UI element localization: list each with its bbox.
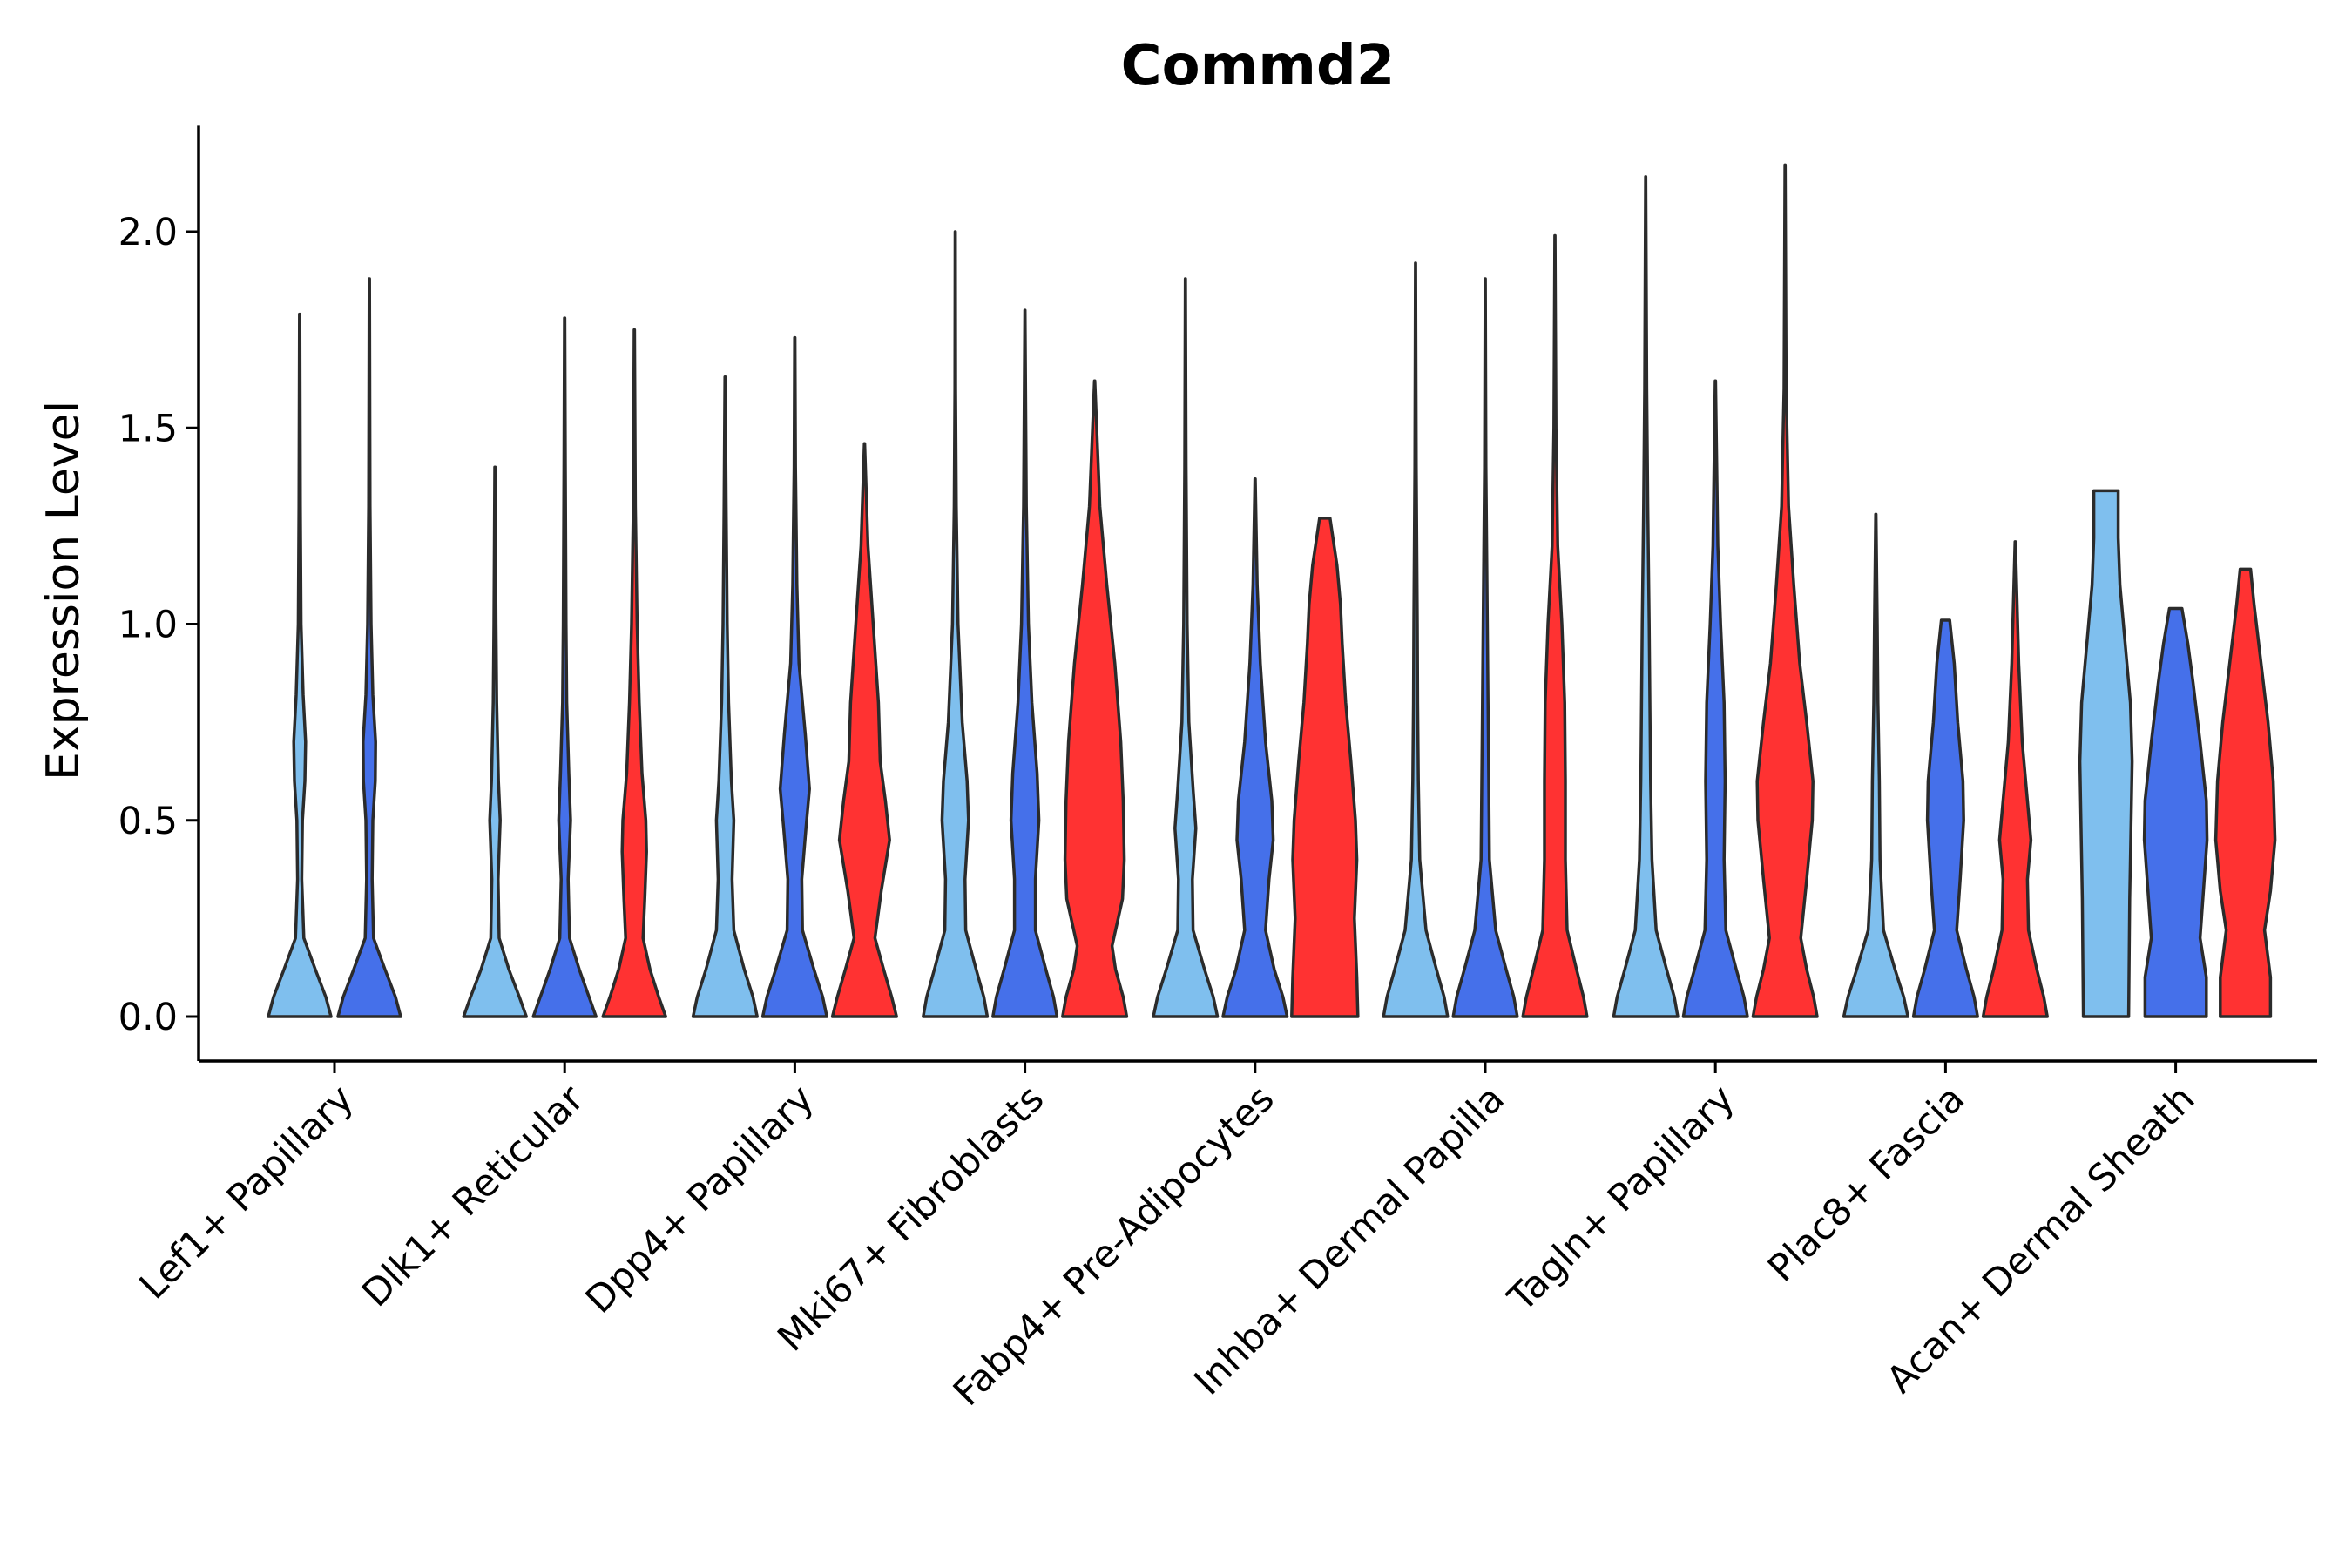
x-tick-label: Lef1+ Papillary	[132, 1077, 362, 1308]
violin-light	[1382, 261, 1450, 1018]
violin-group	[1152, 277, 1360, 1018]
violin-red	[601, 328, 667, 1018]
violin-red	[1061, 379, 1129, 1018]
violin-light	[1612, 175, 1680, 1018]
violin-group	[462, 316, 667, 1018]
violin-group	[691, 335, 898, 1018]
violin-red	[830, 442, 898, 1018]
violin-light	[462, 465, 528, 1018]
violin-light	[1152, 277, 1220, 1018]
violin-group	[2078, 489, 2277, 1018]
violin-mid	[531, 316, 598, 1018]
violin-group	[267, 277, 402, 1018]
violin-light	[1842, 512, 1909, 1018]
violin-red	[1751, 163, 1819, 1018]
violin-group	[1612, 163, 1819, 1018]
violin-red	[2213, 567, 2277, 1018]
x-tick-label: Plac8+ Fascia	[1760, 1077, 1973, 1290]
y-axis-label: Expression Level	[37, 401, 90, 781]
violin-group	[1842, 512, 2049, 1018]
violin-group	[922, 230, 1129, 1018]
y-tick-label: 2.0	[118, 211, 178, 254]
violins-layer	[267, 163, 2277, 1018]
violin-red	[1521, 233, 1589, 1018]
violin-group	[1382, 233, 1589, 1018]
y-tick-label: 1.0	[118, 604, 178, 647]
y-tick-label: 0.5	[118, 800, 178, 843]
violin-light	[267, 312, 333, 1018]
violin-red	[1290, 517, 1360, 1018]
violin-mid	[1681, 379, 1749, 1018]
violin-mid	[336, 277, 402, 1018]
violin-red	[1981, 540, 2049, 1018]
x-tick-label: Mki67+ Fibroblasts	[769, 1077, 1052, 1360]
violin-mid	[760, 335, 828, 1018]
violin-light	[922, 230, 990, 1018]
violin-mid	[1911, 618, 1979, 1018]
y-tick-label: 0.0	[118, 996, 178, 1039]
violin-mid	[991, 308, 1059, 1018]
x-tick-label: Tagln+ Papillary	[1499, 1077, 1743, 1321]
x-tick-label: Dlk1+ Reticular	[354, 1077, 592, 1315]
x-tick-label: Dpp4+ Papillary	[578, 1077, 822, 1321]
violin-mid	[1221, 477, 1289, 1018]
violin-mid	[1451, 277, 1519, 1018]
violin-light	[691, 375, 759, 1018]
chart-title: Commd2	[1121, 34, 1396, 98]
violin-mid	[2142, 606, 2209, 1018]
violin-light	[2078, 489, 2134, 1018]
y-tick-label: 1.5	[118, 407, 178, 450]
